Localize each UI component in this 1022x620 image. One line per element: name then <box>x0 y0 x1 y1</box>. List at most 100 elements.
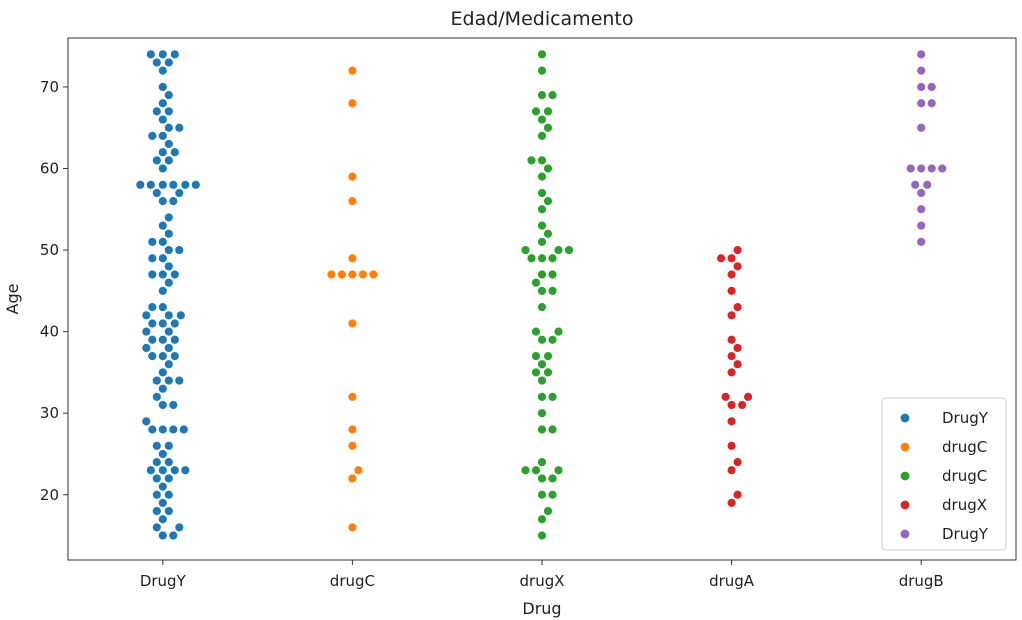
data-point <box>347 424 358 435</box>
data-point <box>168 530 179 541</box>
data-point <box>170 147 180 157</box>
data-point <box>158 65 168 76</box>
data-point <box>531 465 541 475</box>
data-point <box>537 408 547 418</box>
data-point <box>174 188 185 198</box>
data-point <box>520 465 531 475</box>
data-point <box>158 220 168 231</box>
data-point <box>135 180 146 190</box>
data-point <box>174 375 185 386</box>
data-point <box>158 424 168 435</box>
data-point <box>537 424 547 435</box>
data-point <box>553 245 564 255</box>
data-point <box>347 253 358 263</box>
y-axis-label: Age <box>3 284 22 315</box>
data-point <box>152 490 162 500</box>
data-point <box>916 237 926 247</box>
data-point <box>537 392 547 402</box>
data-point <box>353 465 364 475</box>
data-points <box>135 49 947 541</box>
data-point <box>147 302 158 312</box>
data-point <box>526 253 537 263</box>
data-point <box>732 245 743 255</box>
data-point <box>537 131 547 141</box>
data-point <box>164 506 174 516</box>
data-point <box>916 65 926 76</box>
data-point <box>916 82 926 92</box>
data-point <box>152 188 162 198</box>
data-point <box>537 269 547 280</box>
data-point <box>152 473 162 484</box>
data-point <box>547 253 558 263</box>
data-point <box>726 465 737 475</box>
data-point <box>537 204 547 214</box>
data-point <box>720 392 731 402</box>
data-point <box>158 180 168 190</box>
data-point <box>158 318 168 329</box>
y-tick-label: 70 <box>40 78 59 96</box>
data-point <box>537 65 547 76</box>
data-point <box>547 335 558 345</box>
data-point <box>547 490 558 500</box>
data-point <box>176 310 186 321</box>
data-point <box>910 180 920 190</box>
data-point <box>152 522 162 533</box>
data-point <box>158 481 168 492</box>
data-point <box>726 441 737 451</box>
data-point <box>164 90 174 100</box>
data-point <box>164 310 174 321</box>
data-point <box>152 441 162 451</box>
x-tick-label: drugC <box>330 572 375 590</box>
data-point <box>158 131 168 141</box>
data-point <box>174 522 185 533</box>
data-point <box>537 49 547 60</box>
data-point <box>905 163 916 174</box>
data-point <box>158 147 168 157</box>
data-point <box>164 123 174 133</box>
data-point <box>726 416 737 427</box>
data-point <box>170 351 180 361</box>
data-point <box>726 367 737 378</box>
data-point <box>158 269 168 280</box>
data-point <box>158 82 168 92</box>
data-point <box>168 424 179 435</box>
data-point <box>520 245 531 255</box>
data-point <box>916 49 926 60</box>
data-point <box>526 155 537 166</box>
data-point <box>158 449 168 459</box>
data-point <box>537 375 547 386</box>
data-point <box>537 530 547 541</box>
data-point <box>737 400 747 410</box>
data-point <box>543 196 553 206</box>
data-point <box>926 163 937 174</box>
data-point <box>152 106 162 117</box>
data-point <box>916 123 926 133</box>
data-point <box>553 326 564 337</box>
data-point <box>537 457 547 467</box>
data-point <box>141 310 152 321</box>
data-point <box>531 106 541 117</box>
legend-label: DrugY <box>942 409 989 427</box>
data-point <box>726 335 737 345</box>
x-axis: DrugY drugC drugX drugA drugB <box>140 560 944 590</box>
data-point <box>168 400 179 410</box>
y-tick-label: 30 <box>40 404 59 422</box>
data-point <box>547 269 558 280</box>
data-point <box>158 367 168 378</box>
data-point <box>170 318 180 329</box>
data-point <box>158 196 168 206</box>
data-point <box>164 343 174 353</box>
legend: DrugY drugC drugC drugX DrugY <box>881 397 1007 551</box>
data-point <box>531 351 541 361</box>
x-tick-label: drugB <box>899 572 944 590</box>
data-point <box>141 416 152 427</box>
x-tick-label: DrugY <box>140 572 187 590</box>
data-point <box>179 424 189 435</box>
data-point <box>164 277 174 288</box>
data-point <box>158 98 168 108</box>
data-point <box>170 335 180 345</box>
legend-marker <box>900 529 910 539</box>
data-point <box>146 49 156 60</box>
data-point <box>347 522 358 533</box>
data-point <box>164 441 174 451</box>
